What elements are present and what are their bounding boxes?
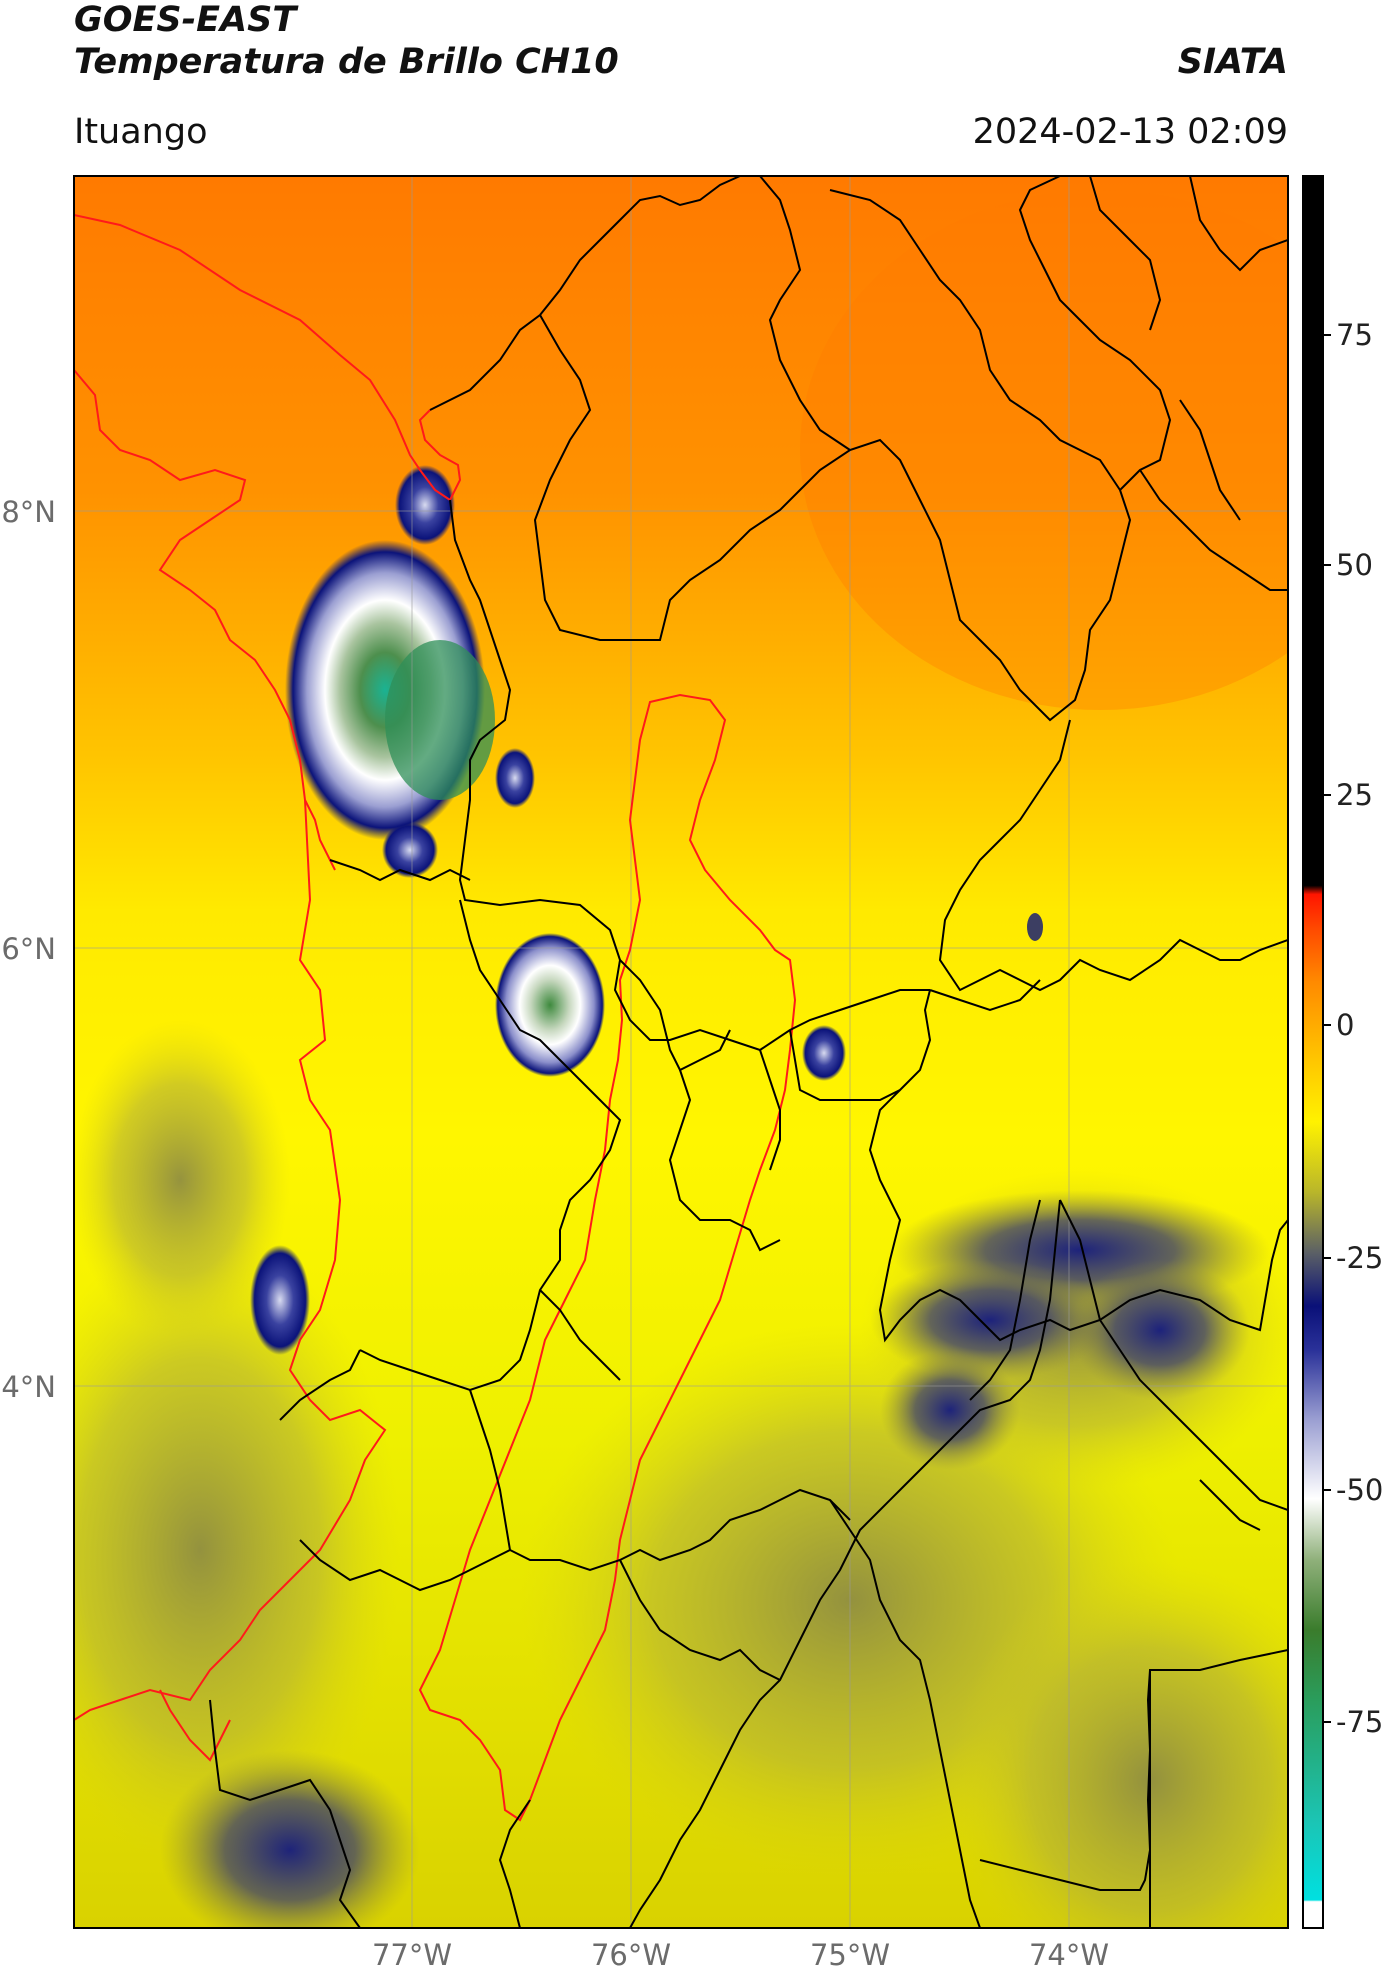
- lon-tick-75W: 75°W: [810, 1938, 890, 1972]
- lon-tick-76W: 76°W: [591, 1938, 671, 1972]
- colorbar-tick-minus75: -75: [1336, 1705, 1383, 1739]
- product-title: Temperatura de Brillo CH10: [74, 42, 619, 82]
- lat-tick-6N: 6°N: [1, 932, 56, 966]
- admin-boundaries: [209, 176, 1288, 1928]
- lon-tick-77W: 77°W: [372, 1938, 452, 1972]
- colorbar-tick-minus50: -50: [1336, 1473, 1383, 1507]
- datetime-label: 2024-02-13 02:09: [972, 112, 1288, 152]
- colorbar: [1302, 175, 1324, 1929]
- lon-tick-74W: 74°W: [1029, 1938, 1109, 1972]
- highlight-boundaries: [74, 214, 797, 1822]
- agency-label: SIATA: [1177, 42, 1288, 82]
- map-frame: [73, 175, 1289, 1929]
- location-label: Ituango: [74, 112, 208, 152]
- colorbar-ticks: [1323, 334, 1331, 1723]
- colorbar-tick-75: 75: [1336, 318, 1373, 352]
- brightness-temperature-field: [74, 176, 1288, 1928]
- lat-tick-4N: 4°N: [1, 1370, 56, 1404]
- colorbar-tick-0: 0: [1336, 1008, 1354, 1042]
- graticule: [74, 176, 1288, 1928]
- colorbar-tick-minus25: -25: [1336, 1241, 1383, 1275]
- lat-tick-8N: 8°N: [1, 495, 56, 529]
- colorbar-tick-25: 25: [1336, 778, 1373, 812]
- satellite-title: GOES-EAST: [74, 0, 297, 40]
- colorbar-tick-50: 50: [1336, 548, 1373, 582]
